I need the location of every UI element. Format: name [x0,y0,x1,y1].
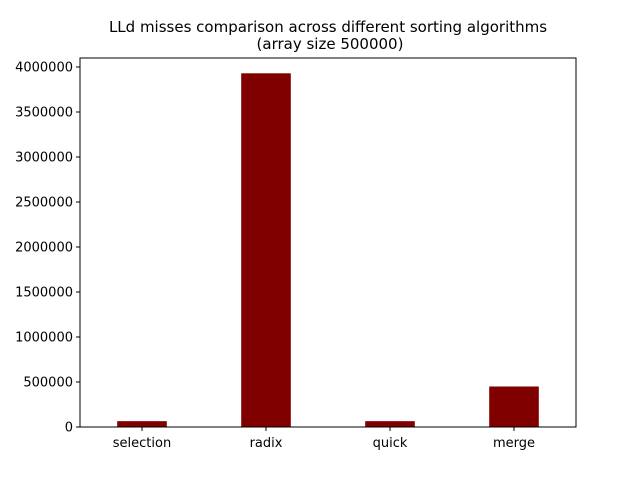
y-tick-label: 1500000 [15,286,73,301]
bar-merge [489,386,539,427]
chart-title: LLd misses comparison across different s… [109,18,547,36]
y-tick-label: 500000 [23,376,73,391]
y-tick-label: 1000000 [15,331,73,346]
chart-subtitle: (array size 500000) [257,35,404,53]
y-tick-label: 3000000 [15,151,73,166]
bar-radix [241,73,291,428]
bars-group [117,73,539,428]
y-tick-label: 2500000 [15,196,73,211]
y-axis: 0 500000 1000000 1500000 2000000 2500000 30000… [15,61,80,436]
bar-selection [117,421,167,427]
y-tick-label: 4000000 [15,61,73,76]
y-tick-label: 0 [65,421,73,436]
y-tick-label: 2000000 [15,241,73,256]
x-tick-label: selection [113,436,171,451]
x-axis: selection radix quick merge [113,427,535,451]
bar-quick [365,421,415,427]
plot-frame [79,57,577,428]
x-tick-label: quick [373,436,408,451]
x-tick-label: radix [250,436,283,451]
y-tick-label: 3500000 [15,106,73,121]
x-tick-label: merge [493,436,535,451]
